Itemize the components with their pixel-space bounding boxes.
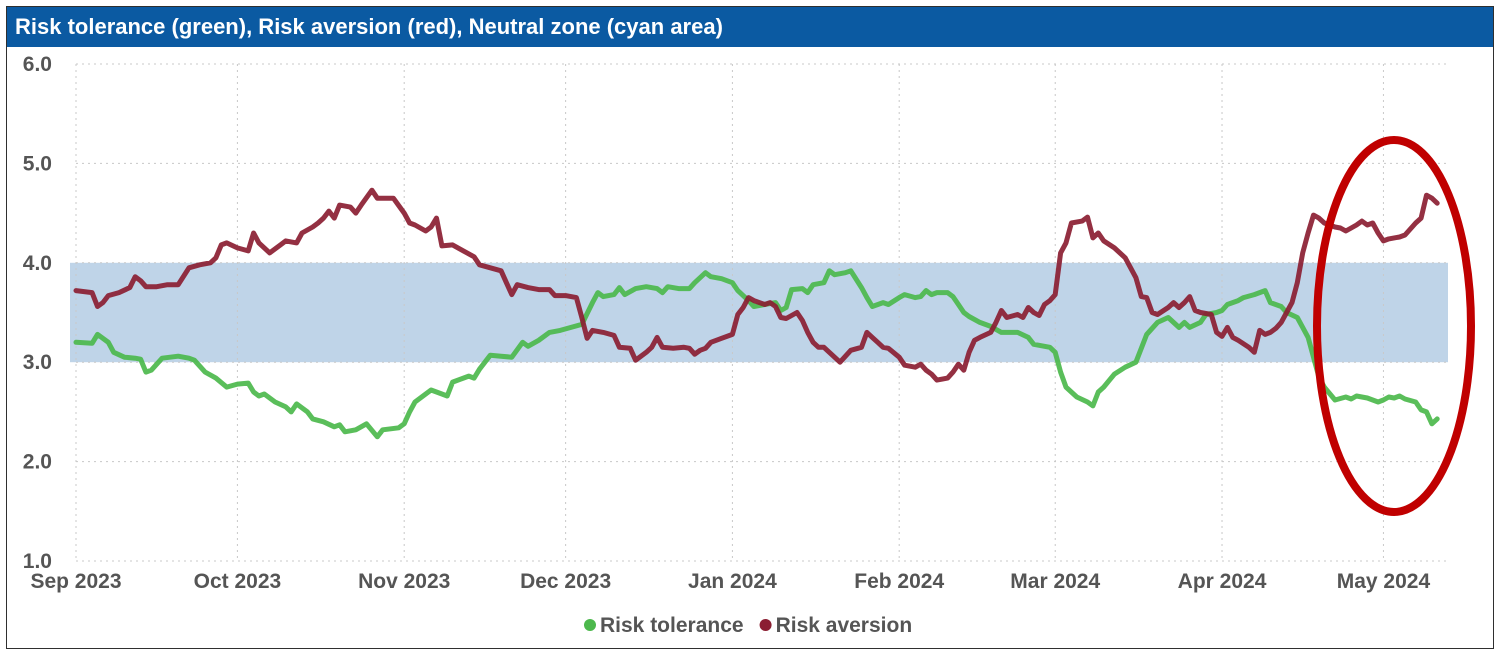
y-tick-label: 6.0: [23, 53, 52, 76]
x-tick-label: Jan 2024: [688, 570, 777, 593]
y-tick-label: 2.0: [23, 451, 52, 474]
x-tick-label: Apr 2024: [1178, 570, 1267, 593]
y-tick-label: 3.0: [23, 351, 52, 374]
x-tick-label: Sep 2023: [30, 570, 121, 593]
x-tick-label: Feb 2024: [854, 570, 944, 593]
y-tick-label: 4.0: [23, 252, 52, 275]
y-tick-label: 1.0: [23, 550, 52, 573]
x-tick-label: Dec 2023: [520, 570, 611, 593]
x-tick-label: Oct 2023: [194, 570, 282, 593]
legend-label: Risk aversion: [776, 614, 913, 637]
x-tick-label: Nov 2023: [358, 570, 450, 593]
y-tick-label: 5.0: [23, 152, 52, 175]
chart-title: Risk tolerance (green), Risk aversion (r…: [7, 7, 1493, 47]
highlight-ellipse: [1313, 136, 1475, 516]
series-line-risk-tolerance: [73, 268, 1440, 440]
legend-marker: [759, 619, 772, 631]
x-tick-label: Mar 2024: [1010, 570, 1100, 593]
x-tick-label: May 2024: [1337, 570, 1431, 593]
series-line-risk-aversion: [73, 187, 1440, 383]
neutral-zone-band: [70, 262, 1448, 363]
legend-label: Risk tolerance: [600, 614, 744, 637]
legend-marker: [584, 619, 596, 631]
